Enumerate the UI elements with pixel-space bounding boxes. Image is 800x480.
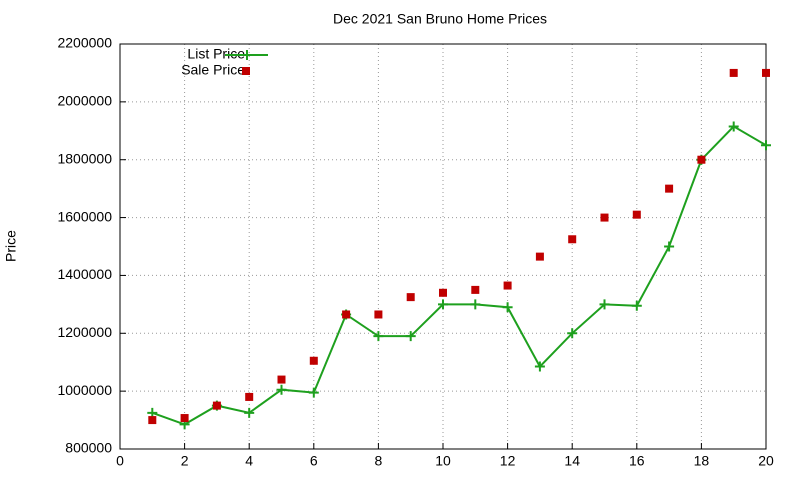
point-marker [374, 310, 383, 319]
point-marker [309, 356, 318, 365]
point-marker [470, 299, 481, 310]
point-marker [244, 407, 255, 418]
x-tick-label: 20 [758, 453, 774, 469]
x-tick-label: 8 [375, 453, 383, 469]
point-marker [471, 285, 480, 294]
point-marker [277, 375, 286, 384]
point-marker [729, 68, 738, 77]
point-marker [276, 384, 287, 395]
series-line [151, 125, 767, 426]
point-marker [664, 241, 675, 252]
point-marker [406, 293, 415, 302]
chart-title: Dec 2021 San Bruno Home Prices [333, 11, 547, 27]
y-tick-label: 800000 [65, 440, 112, 456]
point-marker [697, 155, 706, 164]
x-tick-label: 14 [564, 453, 580, 469]
point-marker [342, 310, 351, 319]
point-marker [567, 328, 578, 339]
point-marker [632, 210, 641, 219]
x-tick-label: 18 [694, 453, 710, 469]
x-tick-label: 16 [629, 453, 645, 469]
x-tick-label: 6 [310, 453, 318, 469]
point-marker [761, 140, 771, 151]
y-tick-label: 1600000 [57, 208, 112, 224]
point-marker [245, 392, 254, 401]
x-tick-label: 10 [435, 453, 451, 469]
y-tick-label: 1800000 [57, 150, 112, 166]
point-marker [503, 281, 512, 290]
point-marker [148, 416, 157, 425]
point-marker [600, 213, 609, 222]
x-tick-label: 12 [500, 453, 516, 469]
x-tick-label: 4 [245, 453, 253, 469]
legend-marker [242, 67, 250, 75]
x-tick-label: 2 [181, 453, 189, 469]
point-marker [438, 299, 448, 310]
point-marker [405, 331, 416, 342]
plot-frame [119, 43, 767, 450]
point-marker [665, 184, 674, 193]
point-marker [308, 387, 319, 398]
point-marker [599, 299, 610, 310]
y-tick-label: 1200000 [57, 324, 112, 340]
x-tick-label: 0 [116, 453, 124, 469]
point-marker [728, 121, 739, 132]
point-marker [535, 252, 544, 261]
point-marker [631, 300, 642, 311]
point-marker [439, 288, 447, 297]
point-marker [568, 235, 577, 244]
legend-marker [242, 50, 252, 60]
point-marker [762, 68, 770, 77]
point-marker [534, 361, 545, 372]
y-tick-label: 2200000 [57, 35, 112, 51]
y-tick-label: 2000000 [57, 93, 112, 109]
point-marker [180, 414, 189, 423]
y-axis-label: Price [3, 230, 19, 262]
y-tick-label: 1000000 [57, 382, 112, 398]
point-marker [373, 331, 384, 342]
legend-label: Sale Price [181, 62, 245, 78]
point-marker [502, 302, 513, 313]
y-tick-label: 1400000 [57, 266, 112, 282]
point-marker [212, 401, 221, 410]
legend-label: List Price [187, 46, 245, 62]
